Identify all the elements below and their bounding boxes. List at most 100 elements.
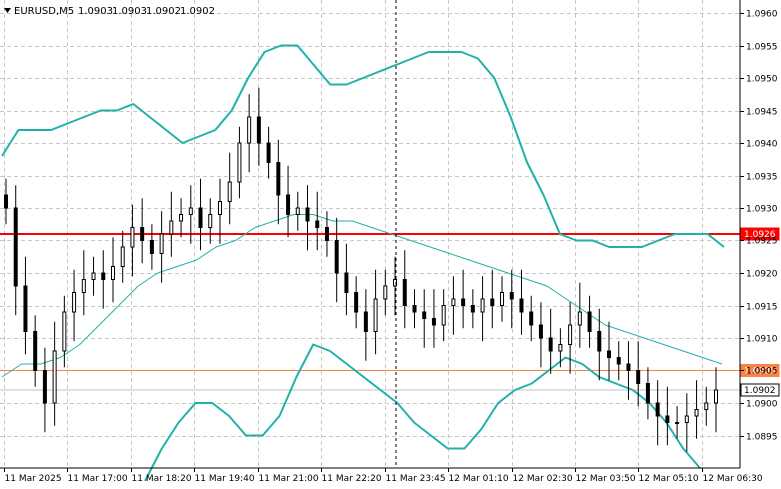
candle[interactable] xyxy=(217,178,222,244)
candle[interactable] xyxy=(607,321,612,381)
x-tick-label: 12 Mar 01:10 xyxy=(449,474,509,484)
candle[interactable] xyxy=(451,276,456,335)
candle-body xyxy=(461,298,466,306)
candle[interactable] xyxy=(616,341,621,381)
candle[interactable] xyxy=(295,191,300,231)
candle[interactable] xyxy=(237,126,242,199)
candle[interactable] xyxy=(305,185,310,251)
candle-body xyxy=(120,246,125,267)
x-tick-label: 12 Mar 03:50 xyxy=(576,474,636,484)
candle-body xyxy=(451,298,456,306)
candle[interactable] xyxy=(227,152,232,225)
candle[interactable] xyxy=(684,393,689,452)
candle[interactable] xyxy=(519,269,524,335)
candle[interactable] xyxy=(256,87,261,166)
candle[interactable] xyxy=(91,256,96,296)
candle[interactable] xyxy=(529,295,534,342)
candle-body xyxy=(412,305,417,313)
candle[interactable] xyxy=(286,165,291,238)
candle-body xyxy=(62,311,67,352)
candle[interactable] xyxy=(334,217,339,303)
candle[interactable] xyxy=(422,289,427,348)
candle[interactable] xyxy=(626,341,631,400)
candle-body xyxy=(383,285,388,300)
candle[interactable] xyxy=(373,269,378,355)
candle[interactable] xyxy=(470,289,475,329)
candle[interactable] xyxy=(393,256,398,316)
candle[interactable] xyxy=(266,126,271,179)
candle[interactable] xyxy=(159,211,164,283)
candle[interactable] xyxy=(509,269,514,329)
candle[interactable] xyxy=(120,230,125,283)
candle[interactable] xyxy=(402,250,407,329)
candle[interactable] xyxy=(110,237,115,303)
candle[interactable] xyxy=(23,256,28,355)
candle[interactable] xyxy=(149,224,154,270)
candle[interactable] xyxy=(179,198,184,238)
candle[interactable] xyxy=(198,178,203,251)
ohlc-low: 1.0902 xyxy=(146,6,181,17)
candle[interactable] xyxy=(130,204,135,277)
candle[interactable] xyxy=(655,380,660,446)
candle-body xyxy=(101,272,106,280)
candle[interactable] xyxy=(169,191,174,257)
candle[interactable] xyxy=(548,308,553,374)
candle[interactable] xyxy=(597,308,602,381)
candle[interactable] xyxy=(500,276,505,322)
candle[interactable] xyxy=(276,139,281,225)
candle[interactable] xyxy=(140,198,145,264)
x-tick-label: 11 Mar 22:20 xyxy=(322,474,382,484)
candle-body xyxy=(422,311,427,319)
horizontal-levels[interactable]: 1.0926 1.0905 1.0902 xyxy=(0,227,780,397)
candle-body xyxy=(480,298,485,313)
candle[interactable] xyxy=(694,380,699,439)
candle[interactable] xyxy=(645,367,650,420)
candle[interactable] xyxy=(62,295,67,368)
candle-body xyxy=(538,324,543,339)
candle[interactable] xyxy=(42,347,47,433)
candle[interactable] xyxy=(324,211,329,257)
candle[interactable] xyxy=(315,191,320,251)
candle[interactable] xyxy=(431,289,436,348)
candle[interactable] xyxy=(344,243,349,316)
candle[interactable] xyxy=(568,302,573,374)
candle[interactable] xyxy=(480,276,485,342)
candle[interactable] xyxy=(208,198,213,244)
candle[interactable] xyxy=(665,386,670,446)
candle[interactable] xyxy=(441,289,446,342)
candle[interactable] xyxy=(675,406,680,439)
collapse-triangle-icon[interactable] xyxy=(4,8,11,13)
bollinger-upper xyxy=(1,44,725,248)
candle[interactable] xyxy=(33,315,38,387)
candle-body xyxy=(159,233,164,254)
candle-body xyxy=(266,142,271,163)
candle[interactable] xyxy=(704,386,709,426)
candle[interactable] xyxy=(188,185,193,244)
candle[interactable] xyxy=(538,302,543,368)
candle[interactable] xyxy=(383,269,388,316)
x-tick-label: 11 Mar 21:00 xyxy=(259,474,319,484)
candle[interactable] xyxy=(461,269,466,329)
candle[interactable] xyxy=(13,185,18,316)
candle[interactable] xyxy=(587,295,592,348)
candle[interactable] xyxy=(577,282,582,348)
candle[interactable] xyxy=(558,328,563,368)
candle[interactable] xyxy=(72,269,77,342)
candle[interactable] xyxy=(354,276,359,329)
candle[interactable] xyxy=(636,341,641,407)
candles[interactable] xyxy=(4,87,718,452)
candle[interactable] xyxy=(247,94,252,173)
candle[interactable] xyxy=(363,289,368,361)
candle[interactable] xyxy=(714,367,718,433)
candle[interactable] xyxy=(4,178,8,225)
candle[interactable] xyxy=(490,269,495,329)
candle[interactable] xyxy=(101,250,106,309)
candle-body xyxy=(286,194,291,215)
candle-body xyxy=(393,279,398,287)
y-tick-label: 1.0940 xyxy=(746,140,778,150)
candle-body xyxy=(295,207,300,215)
candle[interactable] xyxy=(412,289,417,329)
candle[interactable] xyxy=(52,321,57,426)
candle[interactable] xyxy=(81,250,86,316)
